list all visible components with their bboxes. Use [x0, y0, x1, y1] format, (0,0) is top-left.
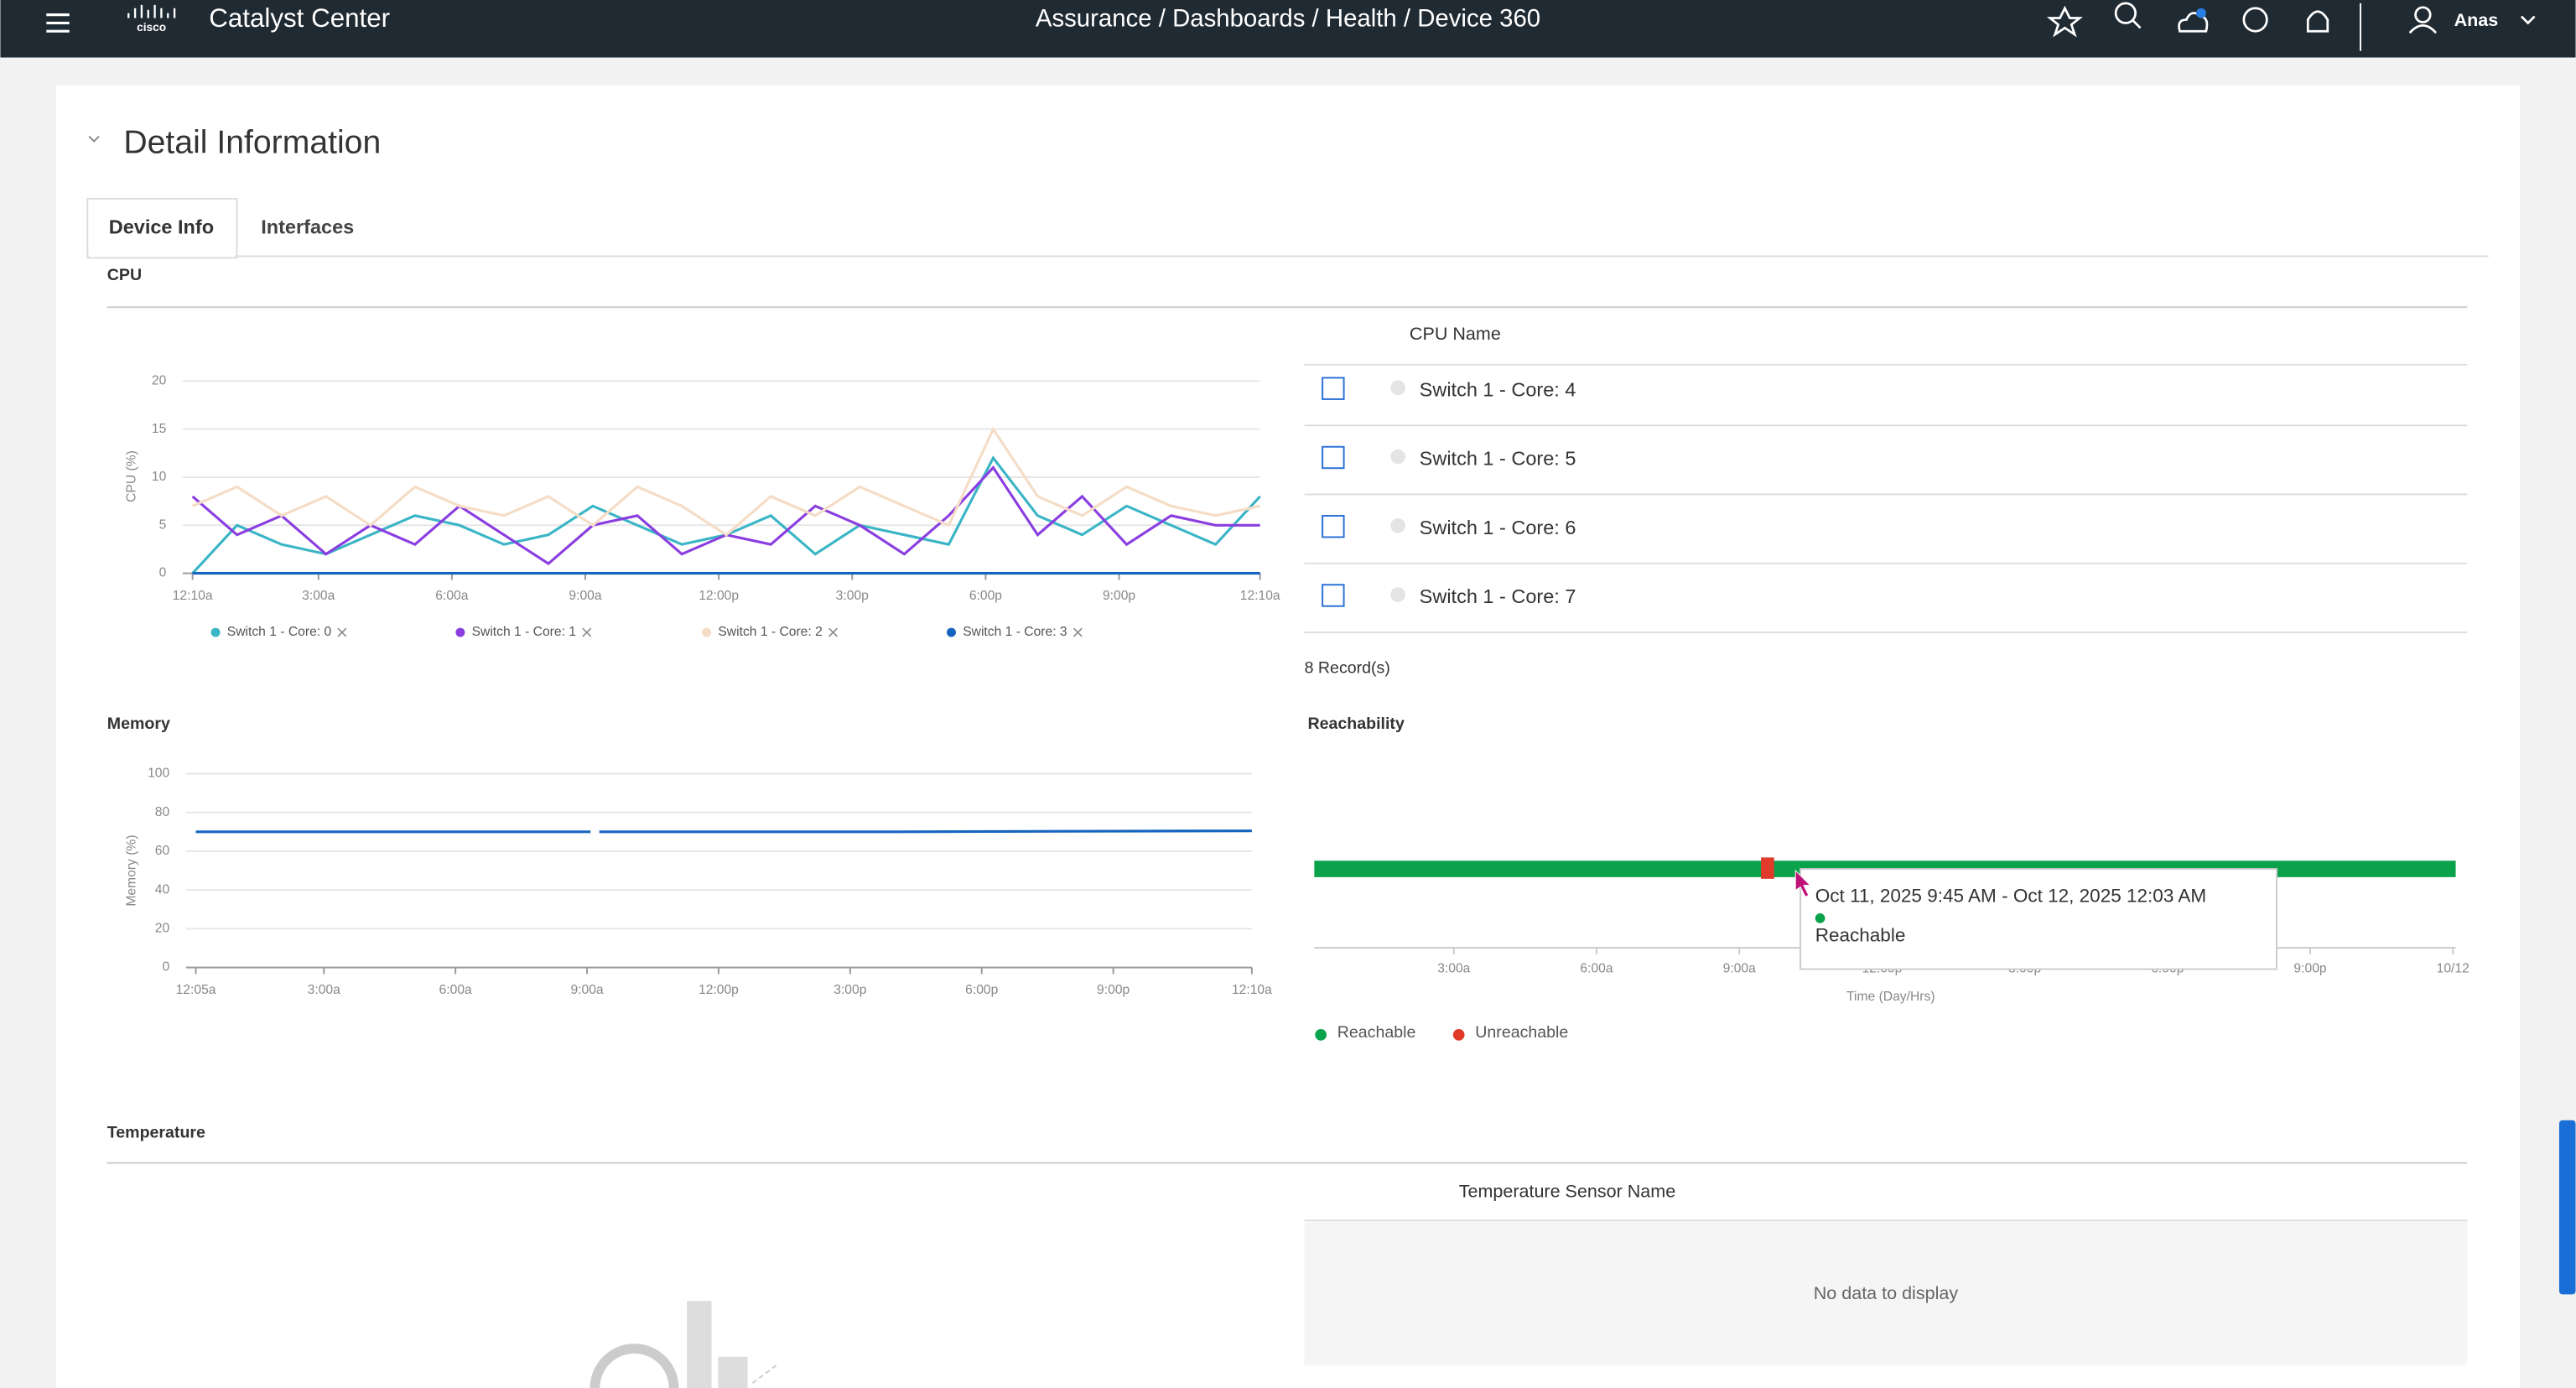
x-tick-label: 6:00a: [435, 589, 468, 603]
tab[interactable]: Device Info: [109, 216, 214, 237]
row-label: Switch 1 - Core: 7: [1420, 585, 1576, 607]
status-dot: [1390, 587, 1405, 602]
record-count: 8 Record(s): [1305, 658, 1390, 677]
breadcrumb-item[interactable]: Assurance: [1036, 4, 1152, 32]
app-name: Catalyst Center: [209, 3, 390, 33]
logo-text: cisco: [137, 21, 166, 34]
temperature-title: Temperature: [107, 1124, 205, 1142]
reachability-title: Reachability: [1308, 715, 1405, 733]
x-tick-label: 12:10a: [173, 589, 213, 603]
tooltip-status: Reachable: [1815, 924, 1906, 945]
y-tick-label: 20: [155, 922, 170, 936]
checkbox[interactable]: [1322, 585, 1343, 606]
checkbox[interactable]: [1322, 447, 1343, 468]
y-tick-label: 0: [162, 960, 169, 975]
x-tick-label: 9:00p: [2293, 962, 2326, 976]
status-dot: [1390, 380, 1405, 395]
breadcrumb-text: Assurance / Dashboards / Health / Device…: [1036, 4, 1540, 32]
unreachable-marker: [1761, 857, 1774, 878]
x-tick-label: 3:00p: [836, 589, 869, 603]
x-tick-label: 9:00a: [1723, 962, 1756, 976]
x-tick-label: 6:00a: [1580, 962, 1613, 976]
y-tick-label: 20: [152, 374, 167, 388]
row-label: Switch 1 - Core: 6: [1420, 517, 1576, 538]
legend-label: Unreachable: [1475, 1023, 1568, 1042]
separator: /: [1305, 4, 1325, 32]
y-tick-label: 10: [152, 470, 167, 484]
legend-label[interactable]: Switch 1 - Core: 3: [963, 625, 1067, 639]
y-tick-label: 0: [159, 566, 167, 580]
y-tick-label: 40: [155, 882, 170, 897]
x-tick-label: 12:00p: [699, 589, 739, 603]
x-tick-label: 12:10a: [1240, 589, 1280, 603]
x-tick-label: 12:10a: [1232, 983, 1272, 997]
memory-title: Memory: [107, 715, 170, 733]
y-tick-label: 5: [159, 517, 167, 532]
row-label: Switch 1 - Core: 5: [1420, 448, 1576, 470]
y-tick-label: 15: [152, 422, 167, 436]
row-label: Switch 1 - Core: 4: [1420, 378, 1576, 400]
x-tick-label: 6:00p: [969, 589, 1002, 603]
legend-label[interactable]: Switch 1 - Core: 2: [718, 625, 822, 639]
y-axis-label: Memory (%): [124, 834, 138, 906]
x-tick-label: 3:00p: [834, 983, 866, 997]
x-tick-label: 6:00p: [965, 983, 998, 997]
y-tick-label: 100: [148, 767, 169, 781]
legend-swatch: [1453, 1029, 1465, 1041]
x-tick-label: 3:00a: [302, 589, 335, 603]
user-name[interactable]: Anas: [2454, 10, 2499, 30]
x-tick-label: 10/12: [2437, 962, 2470, 976]
breadcrumb-item[interactable]: Device 360: [1417, 4, 1540, 32]
card: [56, 86, 2520, 1388]
checkbox[interactable]: [1322, 516, 1343, 537]
tooltip-time: Oct 11, 2025 9:45 AM - Oct 12, 2025 12:0…: [1815, 885, 2206, 906]
x-axis-label: Time (Day/Hrs): [1846, 990, 1935, 1004]
legend-swatch: [1315, 1029, 1327, 1041]
legend-swatch: [211, 628, 221, 637]
x-tick-label: 9:00a: [569, 589, 601, 603]
x-tick-label: 9:00a: [570, 983, 603, 997]
tab[interactable]: Interfaces: [261, 216, 354, 237]
table-header: Temperature Sensor Name: [1459, 1182, 1676, 1202]
x-tick-label: 3:00a: [1437, 962, 1470, 976]
y-tick-label: 80: [155, 805, 170, 819]
legend-swatch: [455, 628, 465, 637]
x-tick-label: 12:05a: [176, 983, 216, 997]
x-tick-label: 9:00p: [1097, 983, 1130, 997]
x-tick-label: 6:00a: [439, 983, 472, 997]
breadcrumb-item[interactable]: Dashboards: [1172, 4, 1305, 32]
x-tick-label: 3:00a: [308, 983, 340, 997]
cpu-title: CPU: [107, 266, 142, 284]
series-line: [196, 831, 1252, 832]
status-dot: [2196, 8, 2206, 18]
legend-label: Reachable: [1337, 1023, 1416, 1042]
breadcrumb: Assurance / Dashboards / Health / Device…: [1036, 4, 1540, 32]
scrollbar-thumb[interactable]: [2559, 1120, 2576, 1295]
checkbox[interactable]: [1322, 377, 1343, 398]
empty-message: No data to display: [1814, 1283, 1959, 1303]
legend-label[interactable]: Switch 1 - Core: 1: [472, 625, 576, 639]
separator: /: [1152, 4, 1172, 32]
breadcrumb-item[interactable]: Health: [1326, 4, 1397, 32]
tooltip-dot: [1815, 913, 1826, 923]
x-tick-label: 9:00p: [1103, 589, 1135, 603]
x-tick-label: 12:00p: [699, 983, 739, 997]
legend-label[interactable]: Switch 1 - Core: 0: [227, 625, 332, 639]
status-dot: [1390, 450, 1405, 465]
y-tick-label: 60: [155, 844, 170, 858]
tooltip: [1800, 869, 2277, 969]
section-title: Detail Information: [123, 125, 381, 161]
table-header: CPU Name: [1410, 324, 1501, 344]
legend-swatch: [947, 628, 956, 637]
legend-swatch: [702, 628, 711, 637]
y-axis-label: CPU (%): [124, 450, 138, 502]
separator: /: [1397, 4, 1417, 32]
status-dot: [1390, 518, 1405, 533]
